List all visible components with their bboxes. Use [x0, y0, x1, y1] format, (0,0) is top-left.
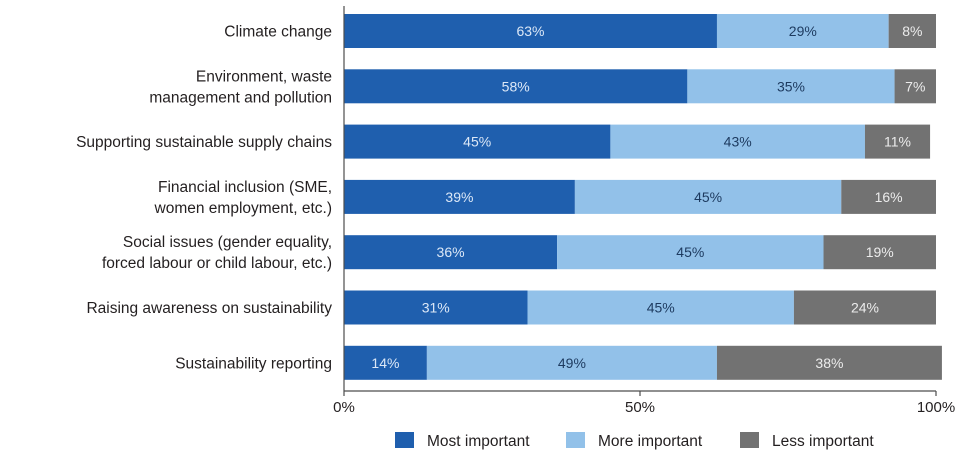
data-label-most-important-4: 39% — [445, 189, 473, 205]
data-label-less-important-2: 7% — [905, 78, 925, 94]
data-label-more-important-5: 45% — [676, 244, 704, 260]
category-label-climate-change: Climate change — [224, 24, 332, 41]
data-label-less-important-5: 19% — [866, 244, 894, 260]
bar-segment-less-important-7 — [716, 345, 942, 380]
axes: 0% 50% 100% — [333, 6, 955, 416]
data-label-less-important-3: 11% — [884, 134, 911, 150]
bar-segment-more-important-2 — [687, 69, 895, 104]
data-label-most-important-5: 36% — [437, 244, 465, 260]
data-label-most-important-2: 58% — [502, 78, 530, 94]
x-tick-label-100: 100% — [917, 399, 955, 416]
bar-segment-most-important-3 — [344, 124, 611, 159]
bar-segment-most-important-7 — [344, 345, 427, 380]
data-label-more-important-7: 49% — [558, 355, 586, 371]
legend-label-more-important: More important — [598, 433, 703, 450]
bar-segment-less-important-6 — [793, 290, 936, 325]
legend-swatch-more-important — [566, 432, 585, 448]
category-label-social-issues-gender-equality-forced-labour-or-child-labour-etc-line-2: forced labour or child labour, etc.) — [102, 255, 332, 272]
bar-segment-more-important-1 — [716, 14, 889, 48]
bar-segment-less-important-4 — [841, 179, 936, 214]
bar-segment-most-important-1 — [344, 14, 717, 48]
bar-segment-more-important-6 — [527, 290, 794, 325]
category-label-financial-inclusion-sme-women-employment-etc-line-1: Financial inclusion (SME, — [158, 179, 332, 196]
category-labels: Climate change Environment, waste manageme… — [76, 24, 332, 373]
data-label-more-important-4: 45% — [694, 189, 722, 205]
bars-group: 63% 29% 8% 58% 35% 7% 45% 43% 11% 39% 45% 16% 36% 45%… — [344, 14, 942, 380]
category-label-supporting-sustainable-supply-chains: Supporting sustainable supply chains — [76, 134, 332, 151]
data-label-most-important-3: 45% — [463, 134, 491, 150]
bar-segment-most-important-4 — [344, 179, 575, 214]
data-label-less-important-4: 16% — [875, 189, 903, 205]
bar-segment-most-important-6 — [344, 290, 528, 325]
category-label-social-issues-gender-equality-forced-labour-or-child-labour-etc-line-1: Social issues (gender equality, — [123, 234, 332, 251]
legend-swatch-most-important — [395, 432, 414, 448]
category-label-raising-awareness-on-sustainability: Raising awareness on sustainability — [86, 300, 332, 317]
category-label-financial-inclusion-sme-women-employment-etc-line-2: women employment, etc.) — [154, 200, 332, 217]
bar-segment-most-important-5 — [344, 235, 558, 270]
x-tick-label-50: 50% — [625, 399, 655, 416]
data-label-more-important-2: 35% — [777, 78, 805, 94]
bar-segment-less-important-2 — [894, 69, 936, 104]
data-label-most-important-6: 31% — [422, 300, 450, 316]
bar-segment-more-important-4 — [574, 179, 842, 214]
data-label-less-important-6: 24% — [851, 300, 879, 316]
legend: Most important More important Less importa… — [395, 432, 874, 450]
data-label-most-important-1: 63% — [516, 23, 544, 39]
bar-segment-more-important-5 — [557, 235, 824, 270]
bar-segment-more-important-7 — [426, 345, 717, 380]
bar-segment-more-important-3 — [610, 124, 865, 159]
data-label-less-important-7: 38% — [815, 355, 843, 371]
legend-label-most-important: Most important — [427, 433, 530, 450]
data-label-more-important-3: 43% — [724, 134, 752, 150]
category-label-sustainability-reporting: Sustainability reporting — [175, 355, 332, 372]
bar-segment-less-important-1 — [888, 14, 936, 48]
bar-segment-less-important-3 — [864, 124, 931, 159]
legend-label-less-important: Less important — [772, 433, 874, 450]
legend-swatch-less-important — [740, 432, 759, 448]
bar-segment-most-important-2 — [344, 69, 688, 104]
data-label-most-important-7: 14% — [371, 355, 399, 371]
category-label-environment-waste-management-and-pollution-line-1: Environment, waste — [196, 68, 332, 85]
data-label-more-important-6: 45% — [647, 300, 675, 316]
category-label-environment-waste-management-and-pollution-line-2: management and pollution — [149, 89, 332, 106]
x-tick-label-0: 0% — [333, 399, 355, 416]
bar-segment-less-important-5 — [823, 235, 936, 270]
data-label-less-important-1: 8% — [902, 23, 922, 39]
data-label-more-important-1: 29% — [789, 23, 817, 39]
